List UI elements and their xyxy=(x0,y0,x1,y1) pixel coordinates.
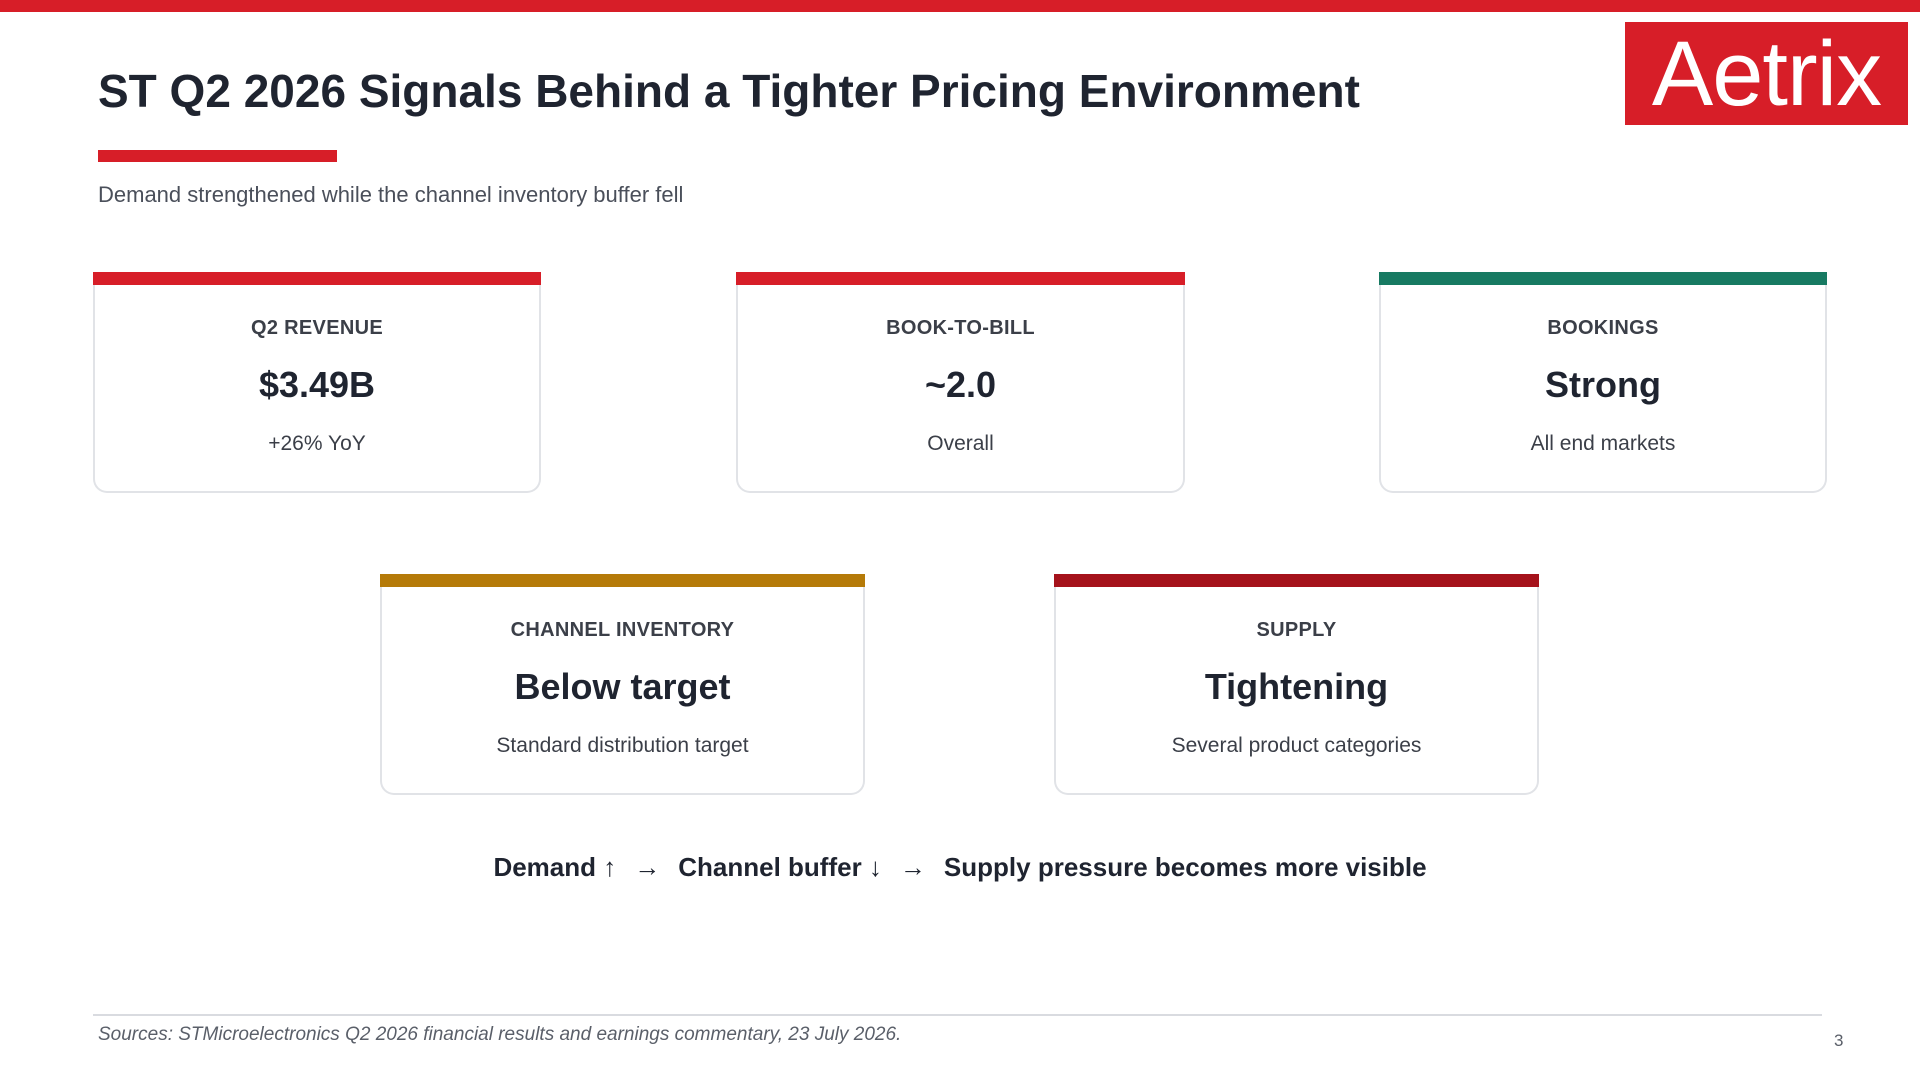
flow-arrow-icon: → xyxy=(899,852,926,882)
kpi-card-bookings: BOOKINGS Strong All end markets xyxy=(1379,272,1827,493)
kpi-card-revenue: Q2 REVENUE $3.49B +26% YoY xyxy=(93,272,541,493)
page-subtitle: Demand strengthened while the channel in… xyxy=(98,182,684,207)
flow-step-supply-pressure: Supply pressure becomes more visible xyxy=(943,852,1427,882)
card-note: +26% YoY xyxy=(268,432,366,455)
brand-logo: Aetrix xyxy=(1625,22,1908,125)
card-note: All end markets xyxy=(1530,432,1676,455)
card-label: SUPPLY xyxy=(1256,619,1337,641)
card-note: Standard distribution target xyxy=(496,734,749,757)
card-label: BOOKINGS xyxy=(1547,317,1659,339)
card-value: $3.49B xyxy=(258,364,376,405)
logo-text: Aetrix xyxy=(1651,22,1882,125)
flow-step-demand: Demand ↑ xyxy=(493,852,617,882)
card-label: CHANNEL INVENTORY xyxy=(510,619,735,641)
card-value: Strong xyxy=(1545,364,1661,405)
page-title: ST Q2 2026 Signals Behind a Tighter Pric… xyxy=(98,65,1360,117)
card-accent-bar xyxy=(1054,574,1539,587)
kpi-card-book-to-bill: BOOK-TO-BILL ~2.0 Overall xyxy=(736,272,1185,493)
card-label: Q2 REVENUE xyxy=(251,317,383,339)
card-value: ~2.0 xyxy=(924,364,997,405)
causal-flow: Demand ↑ → Channel buffer ↓ → Supply pressur… xyxy=(0,852,1920,883)
flow-arrow-icon: → xyxy=(634,852,661,882)
sources-note: Sources: STMicroelectronics Q2 2026 fina… xyxy=(98,1024,902,1045)
card-note: Several product categories xyxy=(1171,734,1422,757)
kpi-card-supply: SUPPLY Tightening Several product catego… xyxy=(1054,574,1539,795)
page-number: 3 xyxy=(1834,1031,1844,1050)
card-accent-bar xyxy=(93,272,541,285)
card-note: Overall xyxy=(927,432,994,455)
card-accent-bar xyxy=(736,272,1185,285)
card-accent-bar xyxy=(380,574,865,587)
card-value: Below target xyxy=(514,666,731,707)
flow-step-channel-buffer: Channel buffer ↓ xyxy=(678,852,882,882)
title-underline xyxy=(98,150,337,162)
top-accent-bar xyxy=(0,0,1920,12)
footer-divider xyxy=(93,1014,1822,1016)
card-accent-bar xyxy=(1379,272,1827,285)
card-value: Tightening xyxy=(1204,666,1389,707)
card-label: BOOK-TO-BILL xyxy=(886,317,1035,339)
kpi-card-channel-inventory: CHANNEL INVENTORY Below target Standard … xyxy=(380,574,865,795)
